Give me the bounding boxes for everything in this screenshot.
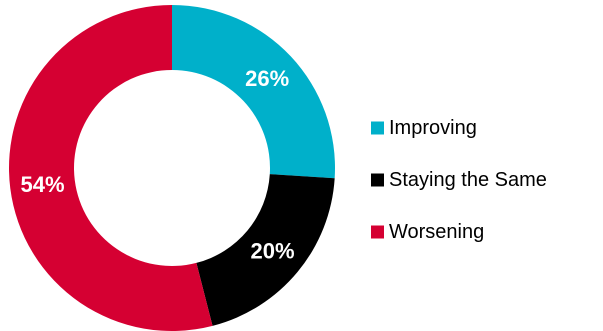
- legend-label-worsening: Worsening: [389, 221, 484, 243]
- slice-label-staying-the-same: 20%: [251, 239, 295, 264]
- slice-label-improving: 26%: [245, 66, 289, 91]
- legend: Improving Staying the Same Worsening: [371, 117, 547, 243]
- donut-slices: [9, 5, 335, 331]
- slice-staying-the-same: [196, 174, 335, 326]
- slice-improving: [172, 5, 335, 179]
- legend-swatch-improving: [371, 121, 384, 135]
- legend-swatch-worsening: [371, 225, 384, 239]
- legend-item-worsening: Worsening: [371, 221, 484, 243]
- legend-item-improving: Improving: [371, 117, 477, 139]
- slice-worsening: [9, 5, 213, 331]
- legend-label-staying-the-same: Staying the Same: [389, 169, 547, 191]
- legend-swatch-staying-the-same: [371, 173, 384, 187]
- slice-label-worsening: 54%: [21, 172, 65, 197]
- legend-label-improving: Improving: [389, 117, 477, 139]
- legend-item-staying-the-same: Staying the Same: [371, 169, 547, 191]
- slice-labels: 26% 20% 54%: [21, 66, 295, 264]
